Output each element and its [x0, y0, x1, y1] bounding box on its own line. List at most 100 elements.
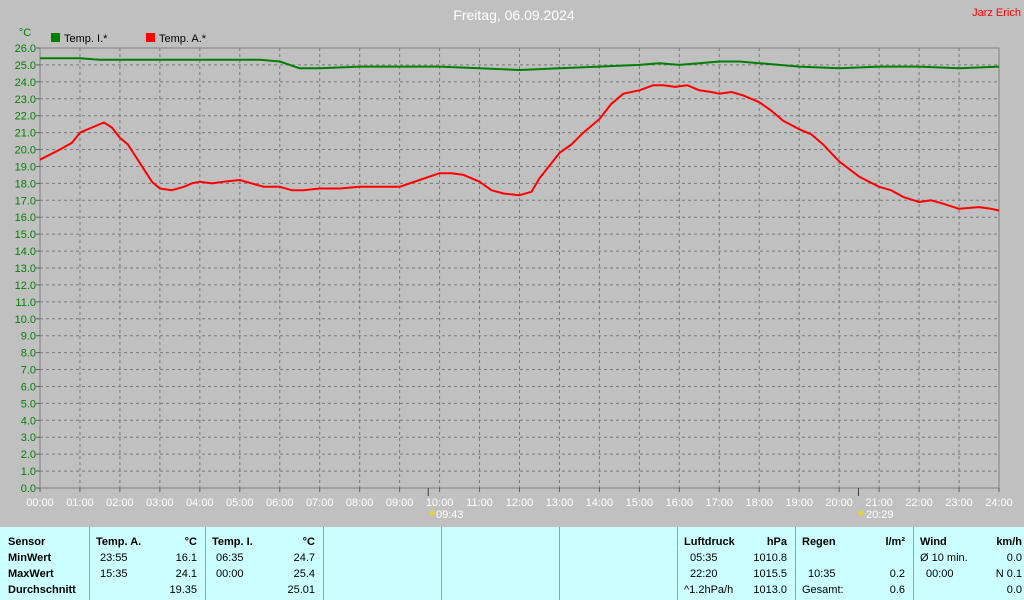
- temp-a-unit: °C: [184, 536, 197, 548]
- pressure-trend: ^1.2hPa/h: [684, 584, 734, 596]
- y-tick-label: 13.0: [15, 263, 36, 275]
- temp-i-unit: °C: [302, 536, 315, 548]
- empty-column-1: [324, 527, 442, 600]
- temp-i-min-time: 06:35: [216, 552, 244, 564]
- y-tick-label: 24.0: [15, 77, 36, 89]
- chart-title: Freitag, 06.09.2024: [453, 7, 575, 23]
- y-tick-label: 20.0: [15, 145, 36, 157]
- sunset-time: 20:29: [866, 509, 894, 521]
- x-tick-label: 17:00: [706, 497, 734, 509]
- y-tick-label: 1.0: [21, 466, 36, 478]
- y-tick-label: 3.0: [21, 432, 36, 444]
- rain-total: 0.6: [889, 584, 905, 596]
- rain-column: Regen l/m² 10:35 0.2 Gesamt: 0.6: [796, 527, 914, 600]
- temp-a-avg: 19.35: [169, 584, 197, 596]
- wind-header: Wind: [920, 536, 947, 548]
- series-lines: [39, 57, 1000, 212]
- temp-a-header: Temp. A.: [96, 536, 142, 548]
- x-tick-label: 19:00: [785, 497, 813, 509]
- y-tick-label: 19.0: [15, 161, 36, 173]
- statistics-table: Sensor MinWert MaxWert Durchschnitt Temp…: [0, 527, 1024, 600]
- pressure-column: Luftdruck hPa 05:35 1010.8 22:20 1015.5 …: [678, 527, 796, 600]
- row-label-avg: Durchschnitt: [8, 584, 76, 596]
- sunrise-marker: ☀ 09:43: [427, 508, 464, 521]
- y-tick-label: 6.0: [21, 381, 36, 393]
- y-tick-label: 23.0: [15, 94, 36, 106]
- wind-max-time: 00:00: [926, 568, 954, 580]
- series-line-temp-outside: [39, 84, 1000, 212]
- wind-unit: km/h: [996, 536, 1022, 548]
- x-tick-label: 14:00: [586, 497, 614, 509]
- y-tick-label: 25.0: [15, 60, 36, 72]
- temp-i-avg: 25.01: [287, 584, 315, 596]
- y-tick-label: 8.0: [21, 348, 36, 360]
- y-tick-label: 21.0: [15, 128, 36, 140]
- y-tick-label: 15.0: [15, 229, 36, 241]
- y-tick-label: 0.0: [21, 483, 36, 495]
- wind-avg-label: Ø 10 min.: [920, 552, 968, 564]
- y-tick-label: 18.0: [15, 178, 36, 190]
- temp-a-min: 16.1: [175, 552, 197, 564]
- sensor-column: Sensor MinWert MaxWert Durchschnitt: [0, 527, 90, 600]
- rain-max: 0.2: [889, 568, 905, 580]
- x-tick-label: 01:00: [66, 497, 94, 509]
- rain-unit: l/m²: [885, 536, 905, 548]
- x-tick-label: 08:00: [346, 497, 374, 509]
- rain-max-time: 10:35: [808, 568, 836, 580]
- temp-i-header: Temp. I.: [212, 536, 253, 548]
- y-tick-label: 14.0: [15, 246, 36, 258]
- x-tick-label: 07:00: [306, 497, 334, 509]
- x-tick-label: 20:00: [825, 497, 853, 509]
- wind-column: Wind km/h Ø 10 min. 0.0 00:00 N 0.1 0.0: [914, 527, 1024, 600]
- chart-area: Freitag, 06.09.2024 Jarz Erich Temp. I.*…: [15, 7, 1021, 521]
- temp-i-max-time: 00:00: [216, 568, 244, 580]
- x-tick-label: 02:00: [106, 497, 134, 509]
- pressure-avg: 1013.0: [753, 584, 787, 596]
- temp-a-column: Temp. A. °C 23:55 16.1 15:35 24.1 19.35: [90, 527, 206, 600]
- temp-a-min-time: 23:55: [100, 552, 128, 564]
- pressure-max: 1015.5: [753, 568, 787, 580]
- legend-swatch-inside: [51, 33, 60, 42]
- y-axis-unit: °C: [19, 27, 31, 39]
- x-tick-label: 22:00: [905, 497, 933, 509]
- sunrise-time: 09:43: [436, 509, 464, 521]
- y-tick-label: 17.0: [15, 195, 36, 207]
- x-tick-label: 09:00: [386, 497, 414, 509]
- legend-swatch-outside: [146, 33, 155, 42]
- author-label: Jarz Erich: [972, 7, 1021, 19]
- sunrise-icon: ☀: [427, 508, 437, 520]
- row-label-max: MaxWert: [8, 568, 54, 580]
- x-tick-labels: 00:00 01:00 02:00 03:00 04:00 05:00 06:00 07:00…: [26, 497, 1013, 509]
- x-tick-label: 10:00: [426, 497, 454, 509]
- x-tick-label: 11:00: [466, 497, 493, 509]
- empty-column-2: [442, 527, 560, 600]
- temp-a-max-time: 15:35: [100, 568, 128, 580]
- temp-i-min: 24.7: [293, 552, 315, 564]
- pressure-unit: hPa: [766, 536, 787, 548]
- legend-label-inside: Temp. I.*: [64, 33, 108, 45]
- rain-total-label: Gesamt:: [802, 584, 844, 596]
- pressure-min: 1010.8: [753, 552, 787, 564]
- pressure-min-time: 05:35: [690, 552, 718, 564]
- y-tick-label: 10.0: [15, 314, 36, 326]
- temp-a-max: 24.1: [175, 568, 197, 580]
- wind-extra: 0.0: [1006, 584, 1022, 596]
- x-tick-label: 15:00: [626, 497, 654, 509]
- grid-lines: [36, 47, 1000, 496]
- temp-i-max: 25.4: [293, 568, 315, 580]
- series-line-temp-inside: [40, 57, 1000, 71]
- x-tick-label: 12:00: [506, 497, 534, 509]
- pressure-max-time: 22:20: [690, 568, 718, 580]
- temp-i-column: Temp. I. °C 06:35 24.7 00:00 25.4 25.01: [206, 527, 324, 600]
- y-tick-label: 5.0: [21, 398, 36, 410]
- y-tick-label: 12.0: [15, 280, 36, 292]
- pressure-header: Luftdruck: [684, 536, 735, 548]
- x-tick-label: 00:00: [26, 497, 54, 509]
- y-tick-label: 2.0: [21, 449, 36, 461]
- legend-label-outside: Temp. A.*: [159, 33, 207, 45]
- x-tick-label: 04:00: [186, 497, 214, 509]
- y-tick-label: 9.0: [21, 331, 36, 343]
- x-tick-label: 18:00: [745, 497, 773, 509]
- wind-avg: 0.0: [1006, 552, 1022, 564]
- sensor-header: Sensor: [8, 536, 46, 548]
